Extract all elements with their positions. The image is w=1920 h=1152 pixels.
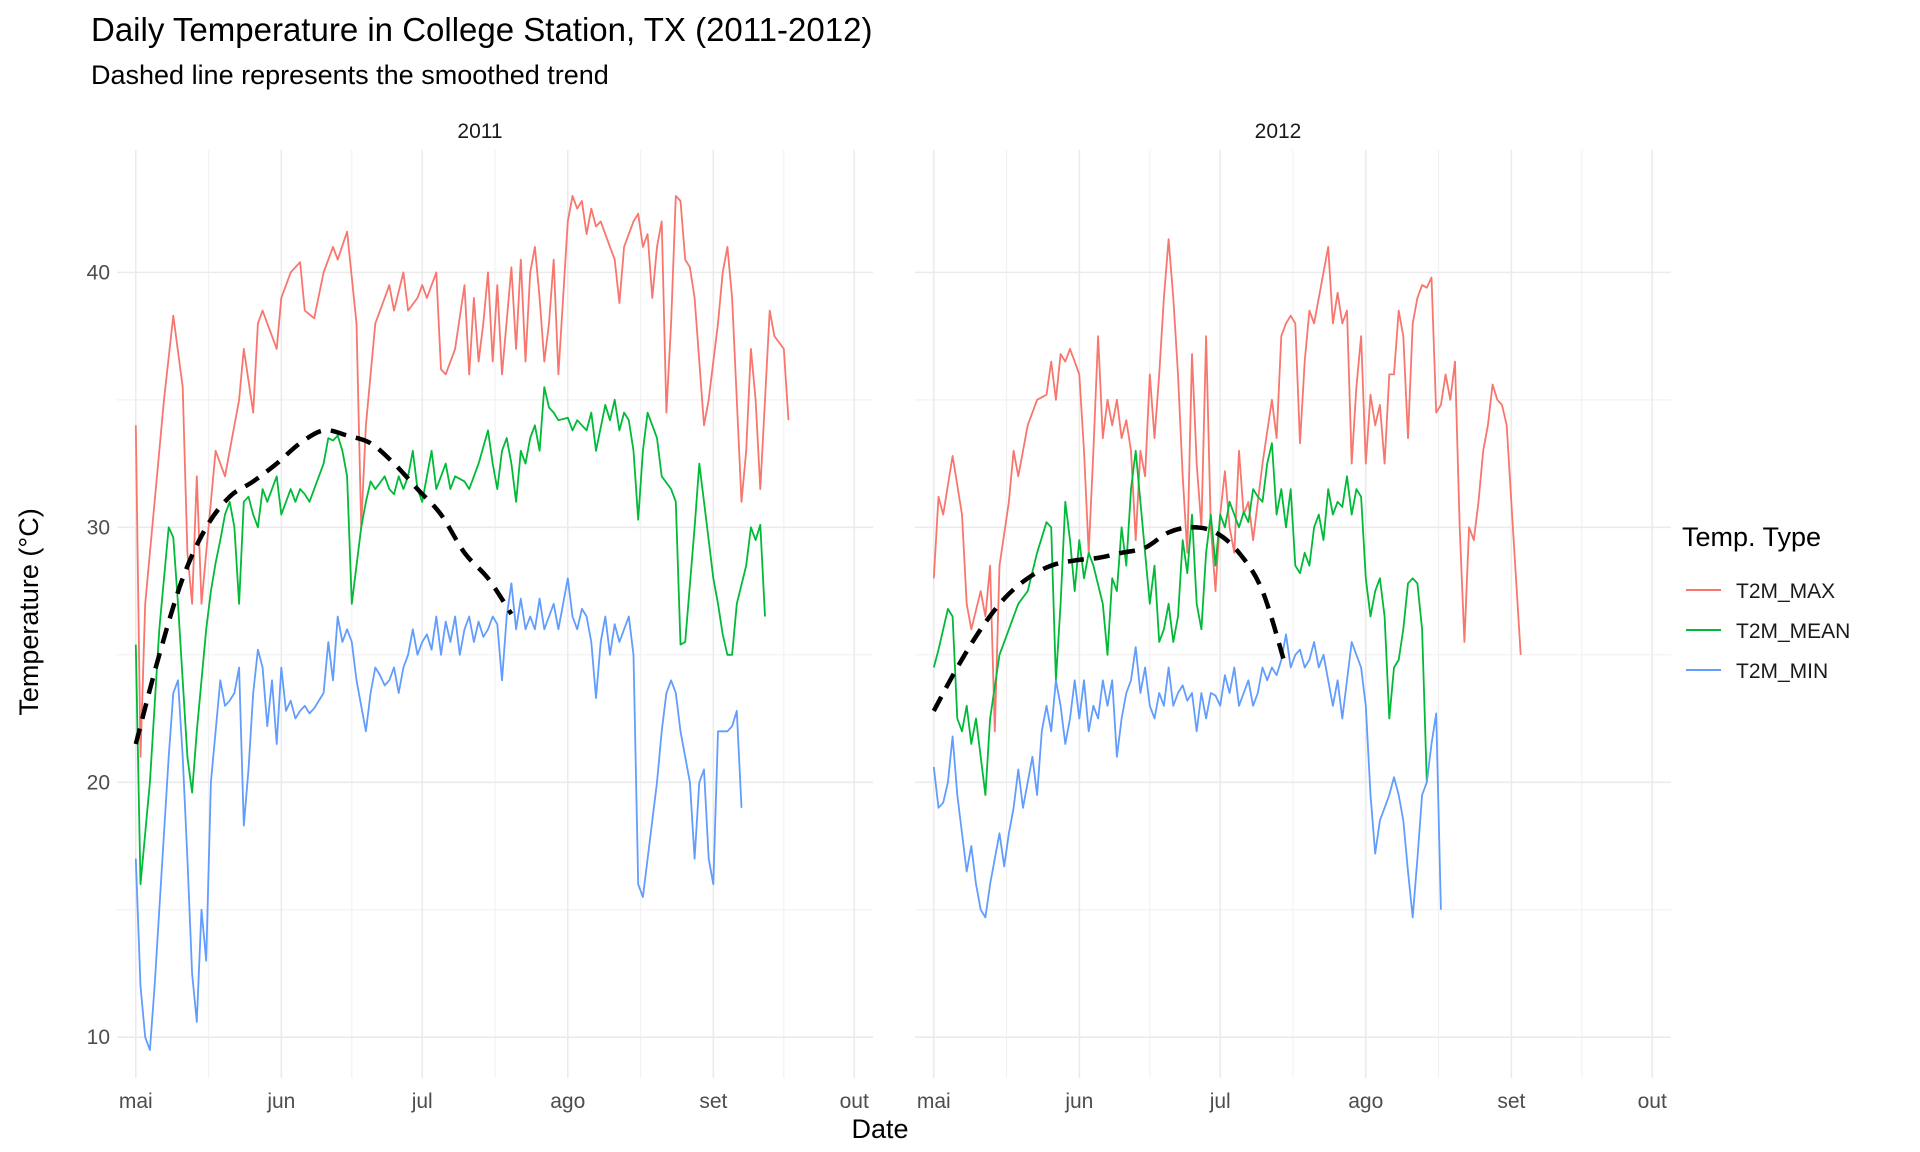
x-tick-jul-2011: jul xyxy=(411,1090,433,1113)
x-tick-out-2012: out xyxy=(1638,1090,1667,1113)
x-tick-set-2012: set xyxy=(1497,1090,1525,1113)
series-line-t2m-min-2012 xyxy=(932,633,1442,919)
y-tick-40: 40 xyxy=(87,261,110,284)
trend-line-2012 xyxy=(931,525,1289,712)
series-line-t2m-mean-2012 xyxy=(932,442,1428,796)
x-tick-ago-2011: ago xyxy=(550,1090,585,1113)
legend-label-t2m-min: T2M_MIN xyxy=(1736,660,1828,683)
panel-title-2011: 2011 xyxy=(457,120,502,143)
x-tick-mai-2012: mai xyxy=(917,1090,951,1113)
series-line-t2m-min-2011 xyxy=(134,577,743,1051)
trend-line-2011 xyxy=(133,427,514,745)
panel-2012: 2012 mai jun jul ago set out xyxy=(915,120,1671,1113)
panel-title-2012: 2012 xyxy=(1255,120,1302,143)
x-tick-labels-2011: mai jun jul ago set out xyxy=(119,1090,869,1113)
x-tick-set-2011: set xyxy=(699,1090,727,1113)
chart-subtitle: Dashed line represents the smoothed tren… xyxy=(91,60,609,90)
panel-2011: 2011 mai jun jul ago set out xyxy=(117,120,873,1113)
x-tick-mai-2011: mai xyxy=(119,1090,153,1113)
legend-label-t2m-max: T2M_MAX xyxy=(1736,580,1835,603)
x-tick-ago-2012: ago xyxy=(1348,1090,1383,1113)
series-layer-2011 xyxy=(133,195,790,1051)
minor-gridlines-2011 xyxy=(117,150,873,1078)
x-tick-jun-2012: jun xyxy=(1064,1090,1093,1113)
series-layer-2012 xyxy=(931,238,1522,919)
minor-gridlines-2012 xyxy=(915,150,1671,1078)
y-axis-label: Temperature (°C) xyxy=(14,508,44,715)
y-tick-30: 30 xyxy=(87,516,110,539)
x-tick-jun-2011: jun xyxy=(266,1090,295,1113)
legend: Temp. Type T2M_MAX T2M_MEAN T2M_MIN xyxy=(1682,522,1850,683)
series-line-t2m-max-2012 xyxy=(932,238,1522,733)
y-tick-20: 20 xyxy=(87,771,110,794)
chart-title: Daily Temperature in College Station, TX… xyxy=(91,11,872,48)
legend-label-t2m-mean: T2M_MEAN xyxy=(1736,620,1850,643)
x-tick-out-2011: out xyxy=(840,1090,869,1113)
y-tick-10: 10 xyxy=(87,1026,110,1049)
x-tick-labels-2012: mai jun jul ago set out xyxy=(917,1090,1667,1113)
x-axis-label: Date xyxy=(851,1114,908,1144)
series-line-t2m-max-2011 xyxy=(134,195,790,758)
series-line-t2m-mean-2011 xyxy=(134,386,766,886)
y-tick-labels: 10 20 30 40 xyxy=(87,261,110,1049)
x-tick-jul-2012: jul xyxy=(1209,1090,1231,1113)
legend-title: Temp. Type xyxy=(1682,522,1821,552)
